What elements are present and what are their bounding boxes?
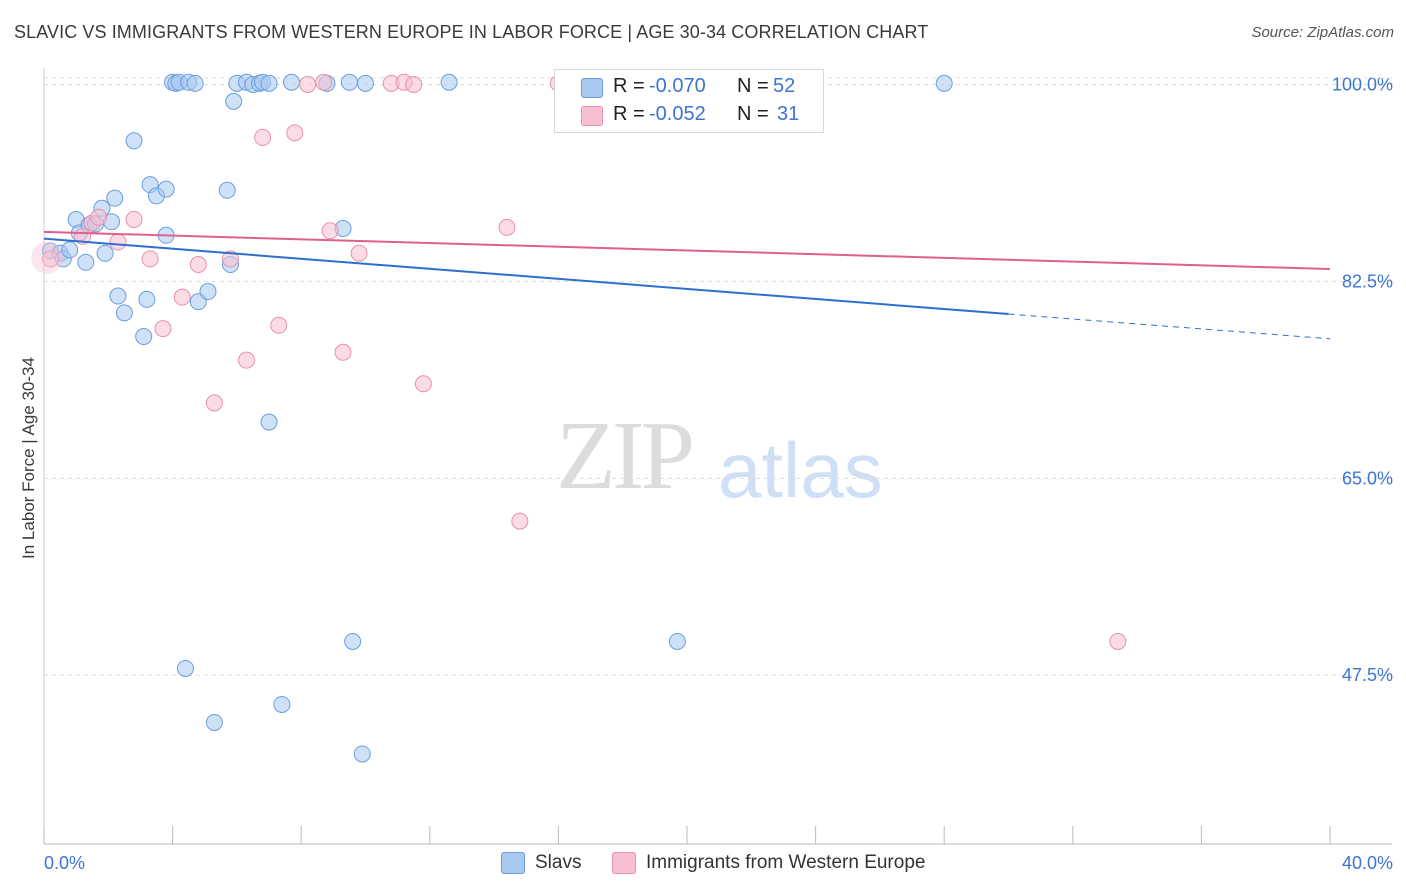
immigrants-point [205, 394, 223, 412]
slavs-point [353, 745, 371, 763]
immigrants-n-value: 31 [777, 103, 800, 125]
slavs-point [186, 74, 204, 92]
immigrants-point [350, 244, 368, 262]
immigrants-point [498, 218, 516, 236]
immigrants-point [154, 320, 172, 338]
slavs-point [115, 304, 133, 322]
legend-label-immigrants: Immigrants from Western Europe [646, 852, 926, 873]
immigrants-point [334, 343, 352, 361]
immigrants-point [511, 512, 529, 530]
slavs-point [125, 132, 143, 150]
stats-row-immigrants: R = -0.052 N = 31 [555, 100, 823, 130]
slavs-point [61, 241, 79, 259]
y-tick-label: 47.5% [1342, 665, 1393, 685]
legend-label-slavs: Slavs [535, 852, 582, 873]
watermark-atlas: atlas [718, 426, 883, 514]
slavs-n-label: N = [737, 75, 769, 97]
y-tick-label: 82.5% [1342, 271, 1393, 291]
slavs-point [340, 73, 358, 91]
immigrants-point [270, 316, 288, 334]
immigrants-r-value: -0.052 [649, 103, 706, 125]
immigrants-point [125, 211, 143, 229]
slavs-r-label: R = [613, 75, 645, 97]
slavs-point [225, 92, 243, 110]
slavs-point [283, 73, 301, 91]
slavs-point [668, 632, 686, 650]
slavs-point [96, 244, 114, 262]
slavs-point [205, 713, 223, 731]
immigrants-point [414, 375, 432, 393]
stats-legend-box: R = -0.070 N = 52 R = -0.052 N = 31 [554, 69, 824, 133]
slavs-point [440, 73, 458, 91]
slavs-r-value: -0.070 [649, 75, 706, 97]
slavs-n-value: 52 [773, 75, 796, 97]
legend-item-slavs[interactable]: Slavs [501, 852, 581, 874]
immigrants-point [189, 256, 207, 274]
legend-swatch-slavs [501, 852, 525, 874]
slavs-point [135, 328, 153, 346]
slavs-trend-extension [1008, 313, 1331, 340]
slavs-point [106, 189, 124, 207]
immigrants-point [321, 222, 339, 240]
slavs-point [260, 74, 278, 92]
slavs-point [357, 74, 374, 92]
watermark-zip: ZIP [556, 402, 695, 510]
immigrants-point [41, 250, 59, 268]
chart-title: SLAVIC VS IMMIGRANTS FROM WESTERN EUROPE… [14, 22, 929, 42]
immigrants-trend-line [43, 230, 1331, 271]
immigrants-point [109, 233, 127, 251]
slavs-point [218, 181, 236, 199]
immigrants-point [31, 241, 64, 274]
immigrants-point [238, 351, 256, 369]
slavs-point [260, 413, 278, 431]
immigrants-point [173, 288, 191, 306]
legend-swatch-immigrants [612, 852, 636, 874]
slavs-point [109, 287, 127, 305]
slavs-point [77, 253, 95, 271]
stats-row-slavs: R = -0.070 N = 52 [555, 72, 823, 102]
slavs-point [344, 632, 362, 650]
immigrants-r-label: R = [613, 103, 645, 125]
immigrants-point [315, 73, 333, 91]
slavs-point [176, 659, 194, 677]
x-tick-label-max: 40.0% [1342, 853, 1393, 873]
immigrants-point [254, 128, 272, 146]
legend-item-immigrants[interactable]: Immigrants from Western Europe [612, 852, 925, 874]
immigrants-point [286, 124, 304, 142]
immigrants-point [299, 76, 317, 94]
slavs-swatch [581, 78, 603, 98]
immigrants-point [90, 208, 108, 226]
x-tick-label-min: 0.0% [44, 853, 85, 873]
immigrants-swatch [581, 106, 603, 126]
slavs-trend-line [43, 237, 1009, 316]
slavs-point [199, 283, 217, 301]
immigrants-point [1109, 632, 1127, 650]
immigrants-point [405, 76, 423, 94]
immigrants-point [141, 250, 159, 268]
slavs-point [935, 74, 953, 92]
y-tick-label: 65.0% [1342, 468, 1393, 488]
slavs-point [157, 180, 175, 198]
slavs-point [138, 290, 156, 308]
legend: Slavs Immigrants from Western Europe [0, 852, 1406, 878]
source-credit: Source: ZipAtlas.com [1251, 24, 1394, 41]
slavs-point [273, 695, 291, 713]
immigrants-point [221, 250, 239, 268]
y-tick-label: 100.0% [1332, 75, 1393, 95]
immigrants-n-label: N = [737, 103, 769, 125]
